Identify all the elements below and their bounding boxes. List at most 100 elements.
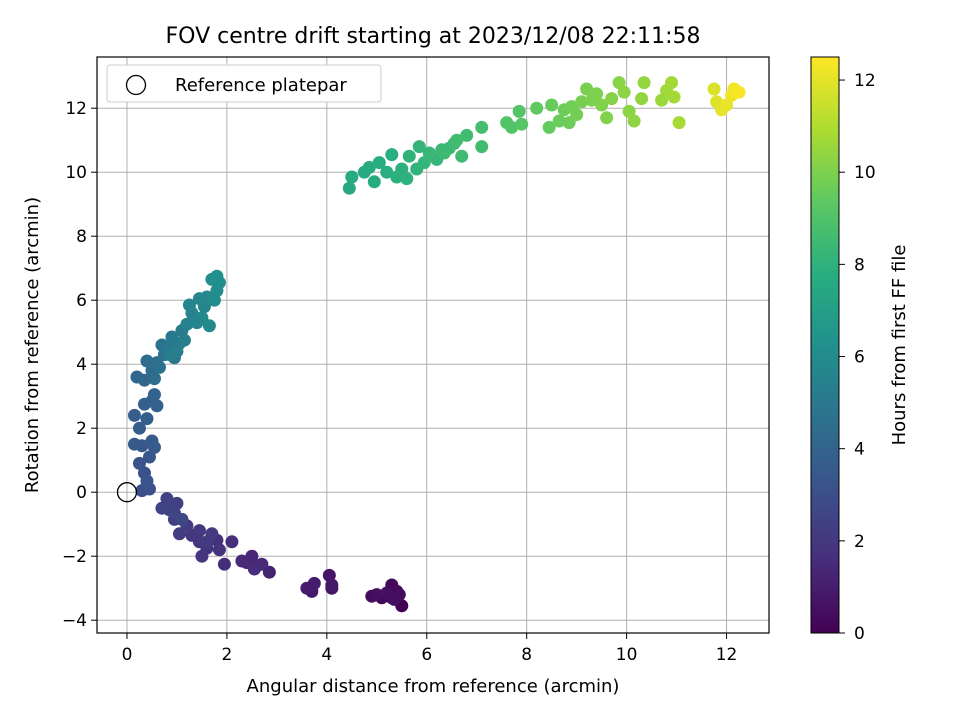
data-point	[192, 524, 206, 538]
data-point	[147, 440, 161, 454]
data-point	[627, 114, 641, 128]
data-point	[505, 120, 519, 134]
data-point	[400, 172, 414, 186]
data-point	[475, 120, 489, 134]
data-point	[612, 76, 626, 90]
data-point	[512, 104, 526, 118]
y-tick-label: 2	[76, 419, 87, 439]
data-point	[225, 535, 239, 549]
x-tick-label: 4	[321, 645, 332, 665]
data-point	[530, 101, 544, 115]
colorbar-ticks: 0 2 4 6 8 10 12	[839, 71, 876, 644]
x-tick-label: 12	[716, 645, 738, 665]
y-tick-label: 4	[76, 355, 87, 375]
data-point	[600, 111, 614, 125]
data-point	[307, 576, 321, 590]
data-point	[605, 92, 619, 106]
data-point	[590, 87, 604, 101]
x-tick-label: 8	[521, 645, 532, 665]
colorbar-tick-label: 12	[854, 71, 876, 91]
data-point	[367, 175, 381, 189]
data-point	[552, 114, 566, 128]
x-tick-label: 6	[421, 645, 432, 665]
y-tick-label: 10	[65, 163, 87, 183]
data-point	[395, 162, 409, 176]
data-point	[190, 316, 204, 330]
data-point	[210, 284, 224, 298]
data-point	[140, 474, 154, 488]
plot-frame	[96, 56, 770, 634]
data-point	[142, 450, 156, 464]
reference-marker-group	[116, 482, 138, 503]
grid-lines	[97, 57, 769, 633]
x-tick-label: 2	[221, 645, 232, 665]
data-point	[147, 388, 161, 402]
colorbar-label: Hours from first FF file	[889, 245, 910, 446]
data-point	[380, 165, 394, 179]
data-point	[545, 98, 559, 112]
data-point	[622, 104, 636, 118]
data-point	[575, 95, 589, 109]
colorbar-tick-label: 0	[854, 624, 865, 644]
data-point	[140, 354, 154, 368]
y-tick-label: 8	[76, 227, 87, 247]
data-point	[155, 501, 169, 515]
legend-label-reference: Reference platepar	[175, 75, 347, 96]
data-point	[542, 120, 556, 134]
data-point	[210, 269, 224, 283]
data-point	[362, 160, 376, 174]
data-point	[150, 399, 164, 413]
data-point	[172, 527, 186, 541]
colorbar-tick-label: 10	[854, 163, 876, 183]
y-axis-label: Rotation from reference (arcmin)	[22, 197, 43, 493]
data-point	[707, 82, 721, 96]
data-point	[212, 543, 226, 557]
data-point	[720, 98, 734, 112]
y-tick-label: −4	[62, 611, 87, 631]
data-point	[175, 512, 189, 526]
data-point	[195, 549, 209, 563]
y-tick-label: 6	[76, 291, 87, 311]
data-point	[412, 140, 426, 154]
data-point	[325, 578, 339, 592]
data-point	[140, 412, 154, 426]
data-point	[460, 128, 474, 142]
data-point	[345, 170, 359, 184]
data-point	[342, 181, 356, 195]
colorbar-tick-label: 4	[854, 440, 865, 460]
data-point	[130, 370, 144, 384]
x-axis-label: Angular distance from reference (arcmin)	[247, 676, 620, 697]
data-point	[132, 456, 146, 470]
data-point	[127, 408, 141, 422]
data-point	[160, 492, 174, 506]
y-axis-ticks: −4 −2 0 2 4 6 8 10 12	[62, 99, 97, 631]
data-point	[380, 586, 394, 600]
chart-title: FOV centre drift starting at 2023/12/08 …	[166, 24, 701, 49]
y-tick-label: −2	[62, 547, 87, 567]
data-point	[182, 298, 196, 312]
data-point	[180, 317, 194, 331]
x-tick-label: 10	[616, 645, 638, 665]
data-point	[667, 90, 681, 104]
legend-box	[106, 64, 382, 103]
data-point	[372, 156, 386, 170]
data-point	[637, 76, 651, 90]
data-point	[455, 149, 469, 163]
data-point	[437, 146, 451, 160]
data-point	[475, 140, 489, 154]
data-point	[177, 333, 191, 347]
colorbar-tick-label: 6	[854, 348, 865, 368]
reference-platepar-marker	[116, 482, 138, 503]
data-point	[170, 344, 184, 358]
data-point	[635, 92, 649, 106]
data-point	[132, 421, 146, 435]
data-point	[580, 82, 594, 96]
legend-marker-reference	[125, 74, 147, 96]
data-point	[595, 98, 609, 112]
data-point	[672, 116, 686, 130]
colorbar-tick-label: 8	[854, 255, 865, 275]
data-point	[127, 437, 141, 451]
data-point	[732, 85, 746, 99]
data-point	[217, 557, 231, 571]
